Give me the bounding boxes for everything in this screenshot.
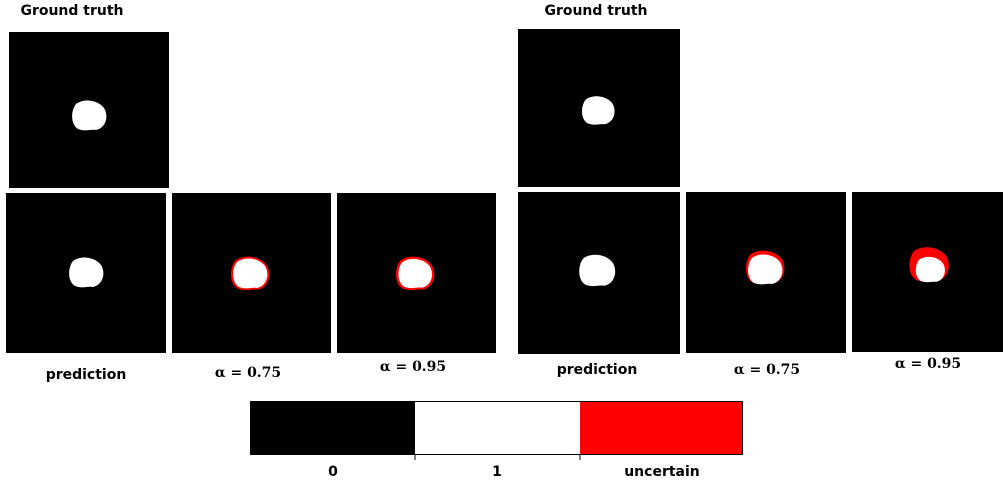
caption: α = 0.75 xyxy=(215,365,281,381)
caption: α = 0.75 xyxy=(734,362,800,378)
legend-label: uncertain xyxy=(624,464,700,480)
legend-label: 1 xyxy=(492,464,502,480)
figure: Ground truth prediction α = 0.75 α = 0.9… xyxy=(0,0,1003,485)
caption: α = 0.95 xyxy=(895,356,961,372)
legend-swatch xyxy=(415,401,580,455)
page: Ground truth prediction α = 0.75 α = 0.9… xyxy=(0,0,1003,485)
panel-title: Ground truth xyxy=(544,3,647,19)
caption: prediction xyxy=(46,367,127,383)
panel-title: Ground truth xyxy=(20,3,123,19)
legend-swatch xyxy=(250,401,415,455)
legend-label: 0 xyxy=(328,464,338,480)
legend-swatch xyxy=(580,401,743,455)
caption: prediction xyxy=(557,362,638,378)
caption: α = 0.95 xyxy=(380,359,446,375)
